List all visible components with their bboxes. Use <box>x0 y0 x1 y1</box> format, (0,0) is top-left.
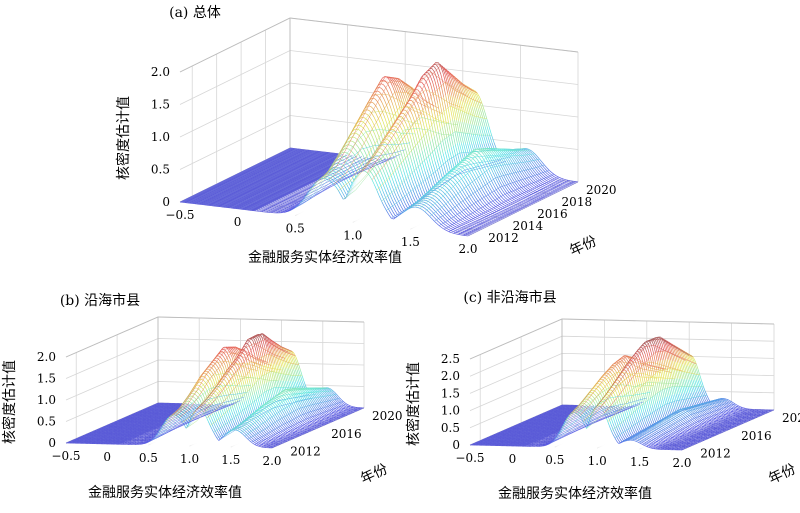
z-tick-label: 0.5 <box>37 415 56 429</box>
x-tick-label: 1.5 <box>221 453 240 467</box>
density-surface <box>65 333 365 449</box>
x-tick-label: −0.5 <box>51 449 80 463</box>
panel-non-coastal: −0.500.51.01.52.020122016202000.51.01.52… <box>405 289 800 502</box>
z-tick-label: 0.5 <box>441 421 460 435</box>
x-tick-label: 0 <box>234 215 242 229</box>
x-tick-label: −0.5 <box>455 451 484 465</box>
z-tick-label: 1.0 <box>441 404 460 418</box>
density-surface <box>179 62 579 237</box>
panel-title: (b) 沿海市县 <box>60 292 140 309</box>
z-tick-label: 2.0 <box>441 369 460 383</box>
z-tick-label: 1.0 <box>37 393 56 407</box>
x-tick-label: 0 <box>103 450 111 464</box>
z-tick-label: 0 <box>48 436 56 450</box>
y-tick-label: 2020 <box>782 411 800 425</box>
panel-title: (a) 总体 <box>169 5 221 21</box>
x-tick-label: 2.0 <box>262 454 281 468</box>
x-tick-label: 0.5 <box>286 222 305 236</box>
x-axis-label: 金融服务实体经济效率值 <box>248 249 402 266</box>
y-axis-label: 年份 <box>567 233 599 259</box>
y-tick-label: 2018 <box>562 195 593 209</box>
x-axis-label: 金融服务实体经济效率值 <box>498 485 652 502</box>
z-axis-label: 核密度估计值 <box>1 360 18 444</box>
x-tick-label: 1.5 <box>401 235 420 249</box>
x-tick-label: 2.0 <box>458 242 477 256</box>
x-tick-label: 0 <box>509 452 517 466</box>
x-axis-label: 金融服务实体经济效率值 <box>88 484 242 501</box>
y-tick-label: 2016 <box>741 429 772 443</box>
x-tick-label: 1.0 <box>343 228 362 242</box>
y-tick-label: 2016 <box>537 207 568 221</box>
y-axis-label: 年份 <box>358 461 390 487</box>
y-axis-label: 年份 <box>766 461 798 487</box>
y-tick-label: 2014 <box>513 219 544 233</box>
z-tick-label: 0 <box>162 195 170 209</box>
z-tick-label: 2.5 <box>441 352 460 366</box>
z-axis-label: 核密度估计值 <box>115 96 132 180</box>
x-tick-label: −0.5 <box>165 208 194 222</box>
x-tick-label: 2.0 <box>672 456 691 470</box>
panel-total: −0.5 0 0.5 1.0 1.5 2.02012201420162018202000.… <box>115 5 617 266</box>
y-tick-label: 2012 <box>290 445 321 459</box>
z-tick-label: 1.5 <box>441 386 460 400</box>
x-tick-label: 0.5 <box>139 451 158 465</box>
y-tick-label: 2012 <box>700 447 731 461</box>
panel-title: (c) 非沿海市县 <box>463 289 556 306</box>
z-tick-label: 2.0 <box>151 65 170 79</box>
x-tick-label: 1.5 <box>630 455 649 469</box>
z-tick-label: 0.5 <box>151 163 170 177</box>
tick-labels: −0.500.51.01.52.020122016202000.51.01.52… <box>441 352 800 470</box>
x-tick-label: 1.0 <box>180 452 199 466</box>
density-surface <box>469 336 775 451</box>
z-tick-label: 2.0 <box>37 350 56 364</box>
z-tick-label: 1.5 <box>151 98 170 112</box>
panel-coastal: −0.5 0 0.5 1.0 1.5 2.020122016202000.51.01.52… <box>1 292 403 501</box>
x-tick-label: 1.0 <box>588 454 607 468</box>
z-tick-label: 0 <box>452 438 460 452</box>
z-tick-label: 1.0 <box>151 130 170 144</box>
x-tick-label: 0.5 <box>545 453 564 467</box>
tick-labels: −0.5 0 0.5 1.0 1.5 2.02012201420162018202000.… <box>151 65 617 256</box>
z-axis-label: 核密度估计值 <box>405 362 422 446</box>
y-tick-label: 2020 <box>372 409 403 423</box>
z-tick-label: 1.5 <box>37 372 56 386</box>
y-tick-label: 2016 <box>331 427 362 441</box>
y-tick-label: 2012 <box>488 231 519 245</box>
y-tick-label: 2020 <box>586 183 617 197</box>
